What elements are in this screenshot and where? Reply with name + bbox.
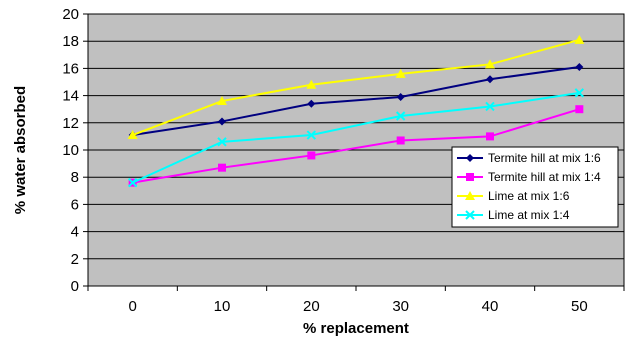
legend-entry: Termite hill at mix 1:6 [488,151,601,165]
x-tick-label: 50 [571,298,588,315]
data-point [307,151,316,160]
data-point [575,63,584,72]
y-tick-label: 6 [71,196,79,213]
data-point [574,34,585,44]
data-point [395,68,406,78]
y-tick-label: 0 [71,278,79,295]
data-point [575,105,584,114]
y-tick-label: 2 [71,251,79,268]
legend-entry: Lime at mix 1:4 [488,208,570,222]
x-tick-label: 30 [392,298,409,315]
data-point [217,137,227,147]
data-point [307,99,316,108]
series-line-3 [132,38,580,136]
series-layer [127,34,585,188]
legend-marker [466,173,474,181]
y-tick-label: 10 [62,142,79,159]
data-point [396,136,405,145]
y-tick-label: 16 [62,60,79,77]
data-point [306,130,317,140]
legend-marker [466,154,474,162]
data-point [485,59,495,69]
data-point [218,117,226,126]
series-line-1 [132,66,580,137]
data-point [306,79,317,89]
x-tick-label: 20 [303,298,320,315]
data-point [127,130,138,140]
series-line-4 [132,91,580,184]
series-line-2 [132,108,580,184]
data-point [485,101,495,112]
y-tick-label: 18 [62,33,79,50]
legend: Termite hill at mix 1:6 Termite hill at m… [451,146,619,228]
legend-entry: Lime at mix 1:6 [488,189,570,203]
y-axis-title: % water absorbed [12,86,29,214]
x-axis-title: % replacement [303,320,409,337]
data-point [574,88,585,98]
y-tick-label: 8 [71,169,79,186]
y-tick-label: 4 [71,224,79,241]
data-point [217,96,227,106]
data-point [127,177,138,188]
y-tick-label: 12 [62,115,79,132]
data-point [486,75,494,84]
data-point [218,163,226,172]
x-tick-label: 40 [482,298,499,315]
data-point [395,111,406,121]
y-tick-label: 20 [62,6,79,23]
data-point [486,132,494,141]
axes: 0 2 4 6 8 10 12 14 16 18 20 0 10 20 30 40 50 [62,6,625,315]
data-point [396,92,405,101]
legend-entry: Termite hill at mix 1:4 [488,170,601,184]
legend-marker [465,210,475,220]
legend-marker [465,191,475,200]
y-tick-label: 14 [62,88,79,105]
legend-box [451,146,619,228]
x-tick-label: 10 [214,298,231,315]
x-tick-label: 0 [128,298,136,315]
